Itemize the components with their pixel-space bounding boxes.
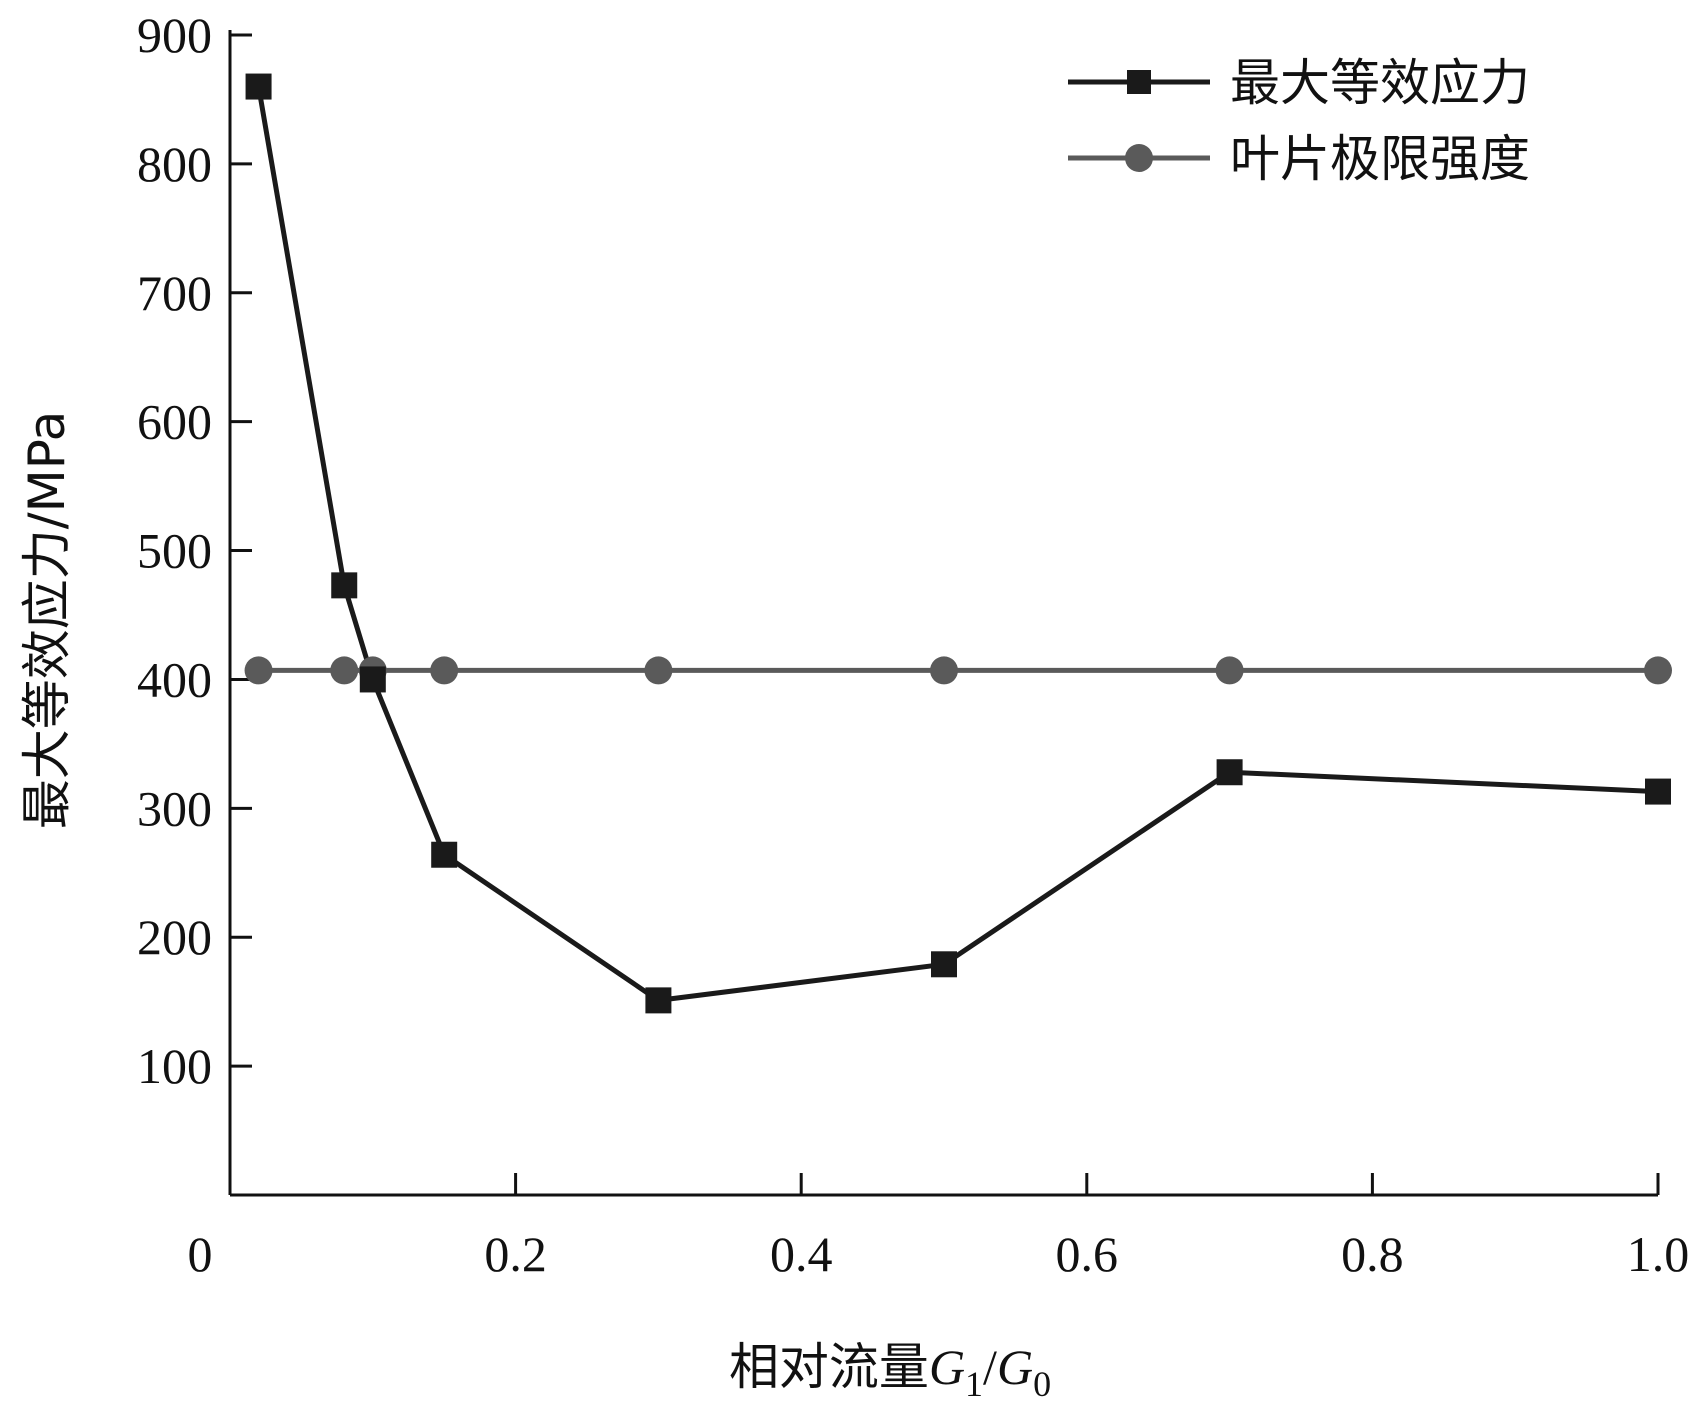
legend: 最大等效应力 叶片极限强度 bbox=[1068, 54, 1530, 188]
plot-series bbox=[244, 73, 1672, 1014]
legend-marker-strength bbox=[1125, 144, 1153, 172]
x-tick-label-0.6: 0.6 bbox=[1056, 1226, 1119, 1282]
x-tick-label-0.2: 0.2 bbox=[484, 1226, 547, 1282]
series-0-point-2 bbox=[359, 666, 386, 693]
x-tick-label-0.4: 0.4 bbox=[770, 1226, 833, 1282]
legend-marker-stress bbox=[1127, 70, 1151, 94]
x-axis-title-symbol-num-sub: 1 bbox=[965, 1364, 983, 1404]
y-tick-label-600: 600 bbox=[137, 394, 212, 450]
legend-label-strength: 叶片极限强度 bbox=[1230, 130, 1530, 188]
x-axis-title-separator: / bbox=[983, 1339, 997, 1395]
x-axis-title-symbol-num: G bbox=[929, 1339, 965, 1395]
x-tick-label-0: 0 bbox=[188, 1226, 213, 1282]
y-tick-label-900: 900 bbox=[137, 7, 212, 63]
y-tick-label-300: 300 bbox=[137, 780, 212, 836]
series-0-point-7 bbox=[1645, 778, 1671, 805]
series-1-point-5 bbox=[930, 656, 958, 685]
series-0-point-1 bbox=[331, 572, 358, 599]
y-tick-label-400: 400 bbox=[137, 651, 212, 707]
series-1-point-4 bbox=[644, 656, 673, 685]
series-0-point-3 bbox=[431, 841, 458, 868]
series-0-point-4 bbox=[645, 987, 672, 1014]
x-axis-title-symbol-den: G bbox=[997, 1339, 1033, 1395]
series-line-0 bbox=[256, 86, 1659, 1003]
series-1-point-0 bbox=[244, 656, 273, 685]
y-tick-label-100: 100 bbox=[137, 1038, 212, 1094]
x-ticks: 0 0.2 0.4 0.6 0.8 1.0 bbox=[188, 1173, 1690, 1282]
x-axis-title-symbol-den-sub: 0 bbox=[1033, 1364, 1051, 1404]
series-0-point-6 bbox=[1216, 759, 1243, 786]
y-ticks: 100 200 300 400 500 600 700 800 900 bbox=[137, 7, 252, 1094]
series-0-point-0 bbox=[245, 73, 272, 100]
series-1-point-6 bbox=[1215, 656, 1244, 685]
y-tick-label-800: 800 bbox=[137, 136, 212, 192]
x-axis-title: 相对流量G1/G0 bbox=[729, 1338, 1051, 1404]
y-tick-label-700: 700 bbox=[137, 265, 212, 321]
y-axis-title: 最大等效应力/MPa bbox=[18, 411, 76, 830]
x-tick-label-1: 1.0 bbox=[1627, 1226, 1690, 1282]
series-0-point-5 bbox=[931, 951, 957, 978]
series-1-point-1 bbox=[330, 656, 359, 685]
y-tick-label-200: 200 bbox=[137, 909, 212, 965]
y-tick-label-500: 500 bbox=[137, 523, 212, 579]
series-1-point-7 bbox=[1644, 656, 1672, 685]
x-tick-label-0.8: 0.8 bbox=[1341, 1226, 1404, 1282]
axes bbox=[228, 30, 1658, 1197]
x-axis-title-text: 相对流量 bbox=[729, 1338, 929, 1396]
legend-label-stress: 最大等效应力 bbox=[1230, 54, 1530, 112]
series-1-point-3 bbox=[430, 656, 459, 685]
